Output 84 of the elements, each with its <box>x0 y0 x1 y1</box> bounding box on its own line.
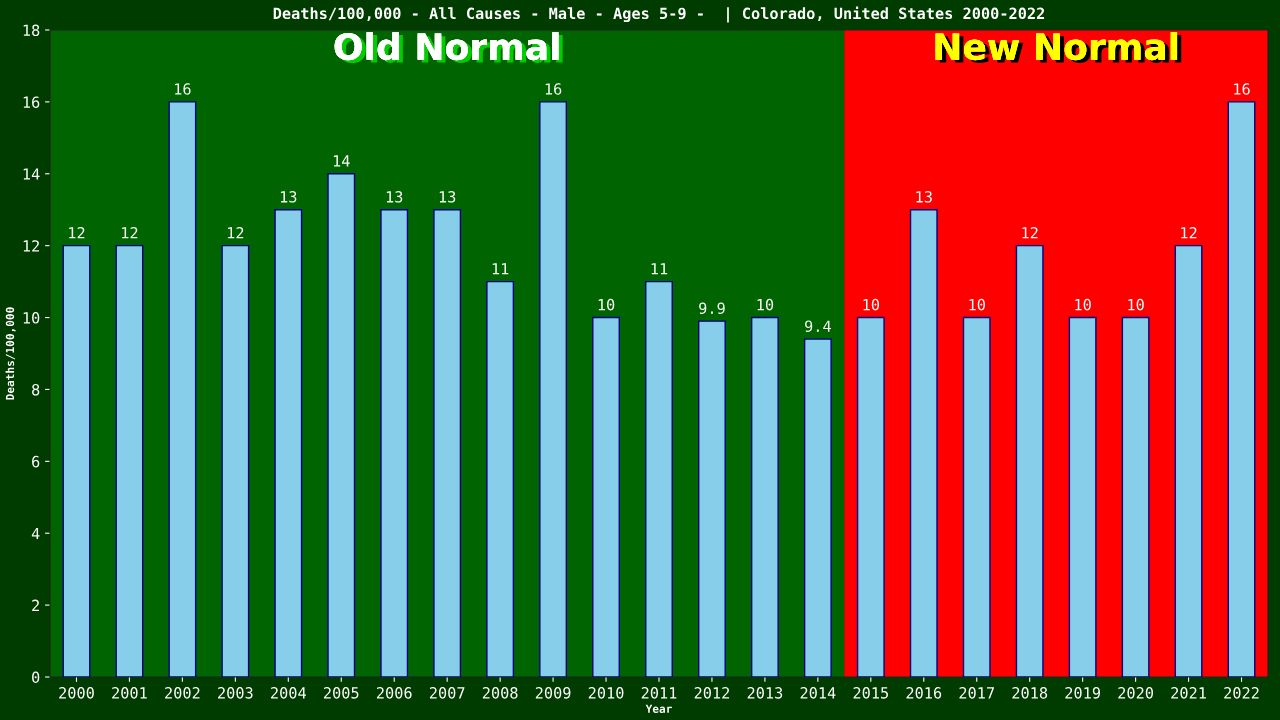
data-label: 12 <box>227 226 244 239</box>
bar <box>962 316 991 677</box>
x-tick-label: 2016 <box>906 687 942 699</box>
bar <box>1121 316 1150 677</box>
data-label: 9.4 <box>805 320 831 332</box>
x-tick-label: 2017 <box>959 687 994 699</box>
y-tick-label: 0 <box>32 671 40 684</box>
y-tick-label: 12 <box>23 240 39 252</box>
bar <box>433 209 462 677</box>
data-label: 12 <box>1181 226 1197 239</box>
data-label: 14 <box>333 155 350 167</box>
y-tick-label: 4 <box>31 527 40 540</box>
data-label: 12 <box>122 226 138 239</box>
data-label: 13 <box>916 191 932 203</box>
x-tick-label: 2013 <box>747 687 783 699</box>
data-label: 10 <box>969 298 985 311</box>
y-tick-label: 16 <box>23 96 40 108</box>
data-label: 10 <box>863 298 880 311</box>
x-tick-label: 2020 <box>1118 687 1154 699</box>
x-tick-label: 2015 <box>853 687 888 699</box>
data-label: 16 <box>545 83 562 95</box>
bar <box>592 316 620 677</box>
bar <box>486 280 515 677</box>
x-tick-label: 2010 <box>588 687 624 699</box>
x-tick-label: 2009 <box>535 687 571 699</box>
data-label: 13 <box>439 191 456 203</box>
x-tick-label: 2011 <box>641 687 677 699</box>
data-label: 11 <box>492 263 509 275</box>
data-label: 12 <box>1022 226 1038 239</box>
y-axis-title: Deaths/100,000 <box>5 307 16 400</box>
bar <box>380 209 409 677</box>
data-label: 10 <box>1075 298 1091 311</box>
data-label: 10 <box>1128 298 1144 311</box>
data-label: 9.9 <box>699 302 725 315</box>
data-label: 13 <box>386 191 403 203</box>
x-tick-label: 2004 <box>271 687 306 699</box>
bar <box>221 244 250 677</box>
x-axis-title: Year <box>645 704 672 713</box>
band-label: Old Normal <box>334 32 563 64</box>
bar <box>62 244 91 677</box>
x-tick-label: 2006 <box>376 687 412 699</box>
y-tick-label: 6 <box>32 455 40 468</box>
data-label: 10 <box>598 298 615 311</box>
bar <box>645 280 673 677</box>
bar <box>698 320 726 677</box>
bar <box>327 173 356 677</box>
x-tick-label: 2007 <box>429 687 465 699</box>
bar <box>115 244 144 677</box>
chart-title: Deaths/100,000 - All Causes - Male - Ages 5-9 - | Colorado, United States 2000-2022 <box>273 6 1045 23</box>
bar <box>1227 101 1256 677</box>
x-tick-label: 2018 <box>1012 687 1048 699</box>
band-label: New Normal <box>935 32 1182 64</box>
x-tick-label: 2021 <box>1171 687 1206 699</box>
y-tick-label: 2 <box>32 599 39 611</box>
bar <box>803 338 832 677</box>
x-tick-label: 2002 <box>165 687 200 699</box>
x-tick-label: 2012 <box>694 687 730 699</box>
x-tick-label: 2022 <box>1224 687 1259 699</box>
data-label: 13 <box>280 191 297 203</box>
y-tick-label: 8 <box>32 383 40 396</box>
x-tick-label: 2014 <box>800 687 836 699</box>
data-label: 16 <box>1234 83 1250 95</box>
x-tick-label: 2019 <box>1065 687 1101 699</box>
x-tick-label: 2001 <box>112 687 147 699</box>
bar <box>909 209 938 677</box>
bar <box>168 101 197 677</box>
bar <box>856 316 885 677</box>
y-tick-label: 14 <box>23 168 40 180</box>
data-label: 11 <box>651 263 668 275</box>
x-tick-label: 2000 <box>59 687 94 699</box>
bar <box>1015 244 1044 677</box>
bar <box>274 209 303 677</box>
y-tick-label: 10 <box>23 312 40 324</box>
x-tick-label: 2008 <box>482 687 518 699</box>
bar <box>750 316 779 677</box>
x-tick-label: 2005 <box>324 687 359 699</box>
bar <box>1174 244 1203 677</box>
data-label: 10 <box>757 298 774 311</box>
data-label: 12 <box>69 226 85 239</box>
y-tick-label: 18 <box>23 24 40 37</box>
bar <box>539 101 568 677</box>
data-label: 16 <box>175 83 191 95</box>
bar <box>1068 316 1097 677</box>
x-tick-label: 2003 <box>218 687 253 699</box>
